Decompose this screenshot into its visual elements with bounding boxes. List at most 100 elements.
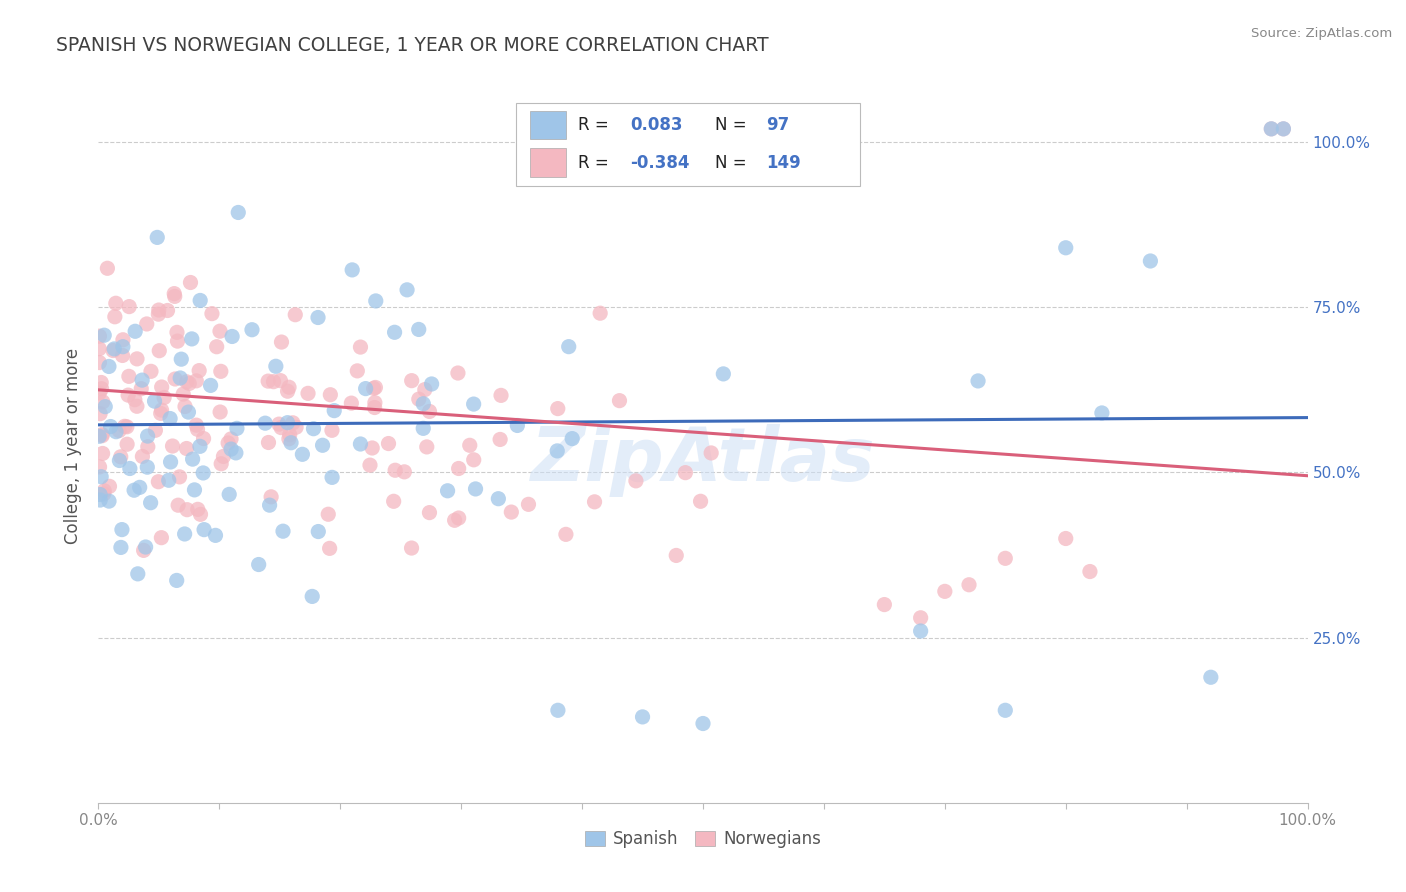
- Point: [270, 334, 292, 349]
- Point: [384, 326, 406, 340]
- Text: ZipAtlas: ZipAtlas: [530, 424, 876, 497]
- Point: [108, 453, 131, 467]
- Point: [165, 372, 187, 386]
- Point: [382, 494, 405, 508]
- Point: [169, 470, 191, 484]
- Point: [209, 364, 232, 378]
- Point: [408, 392, 430, 406]
- Point: [89, 487, 111, 501]
- Point: [463, 397, 485, 411]
- Point: [104, 296, 127, 310]
- Point: [101, 343, 124, 358]
- Point: [166, 326, 188, 340]
- Point: [174, 400, 197, 414]
- Point: [489, 388, 512, 402]
- Point: [711, 367, 734, 381]
- Point: [240, 323, 263, 337]
- Point: [93, 483, 115, 498]
- Point: [212, 450, 235, 464]
- Point: [103, 342, 125, 356]
- Point: [187, 502, 209, 516]
- Point: [145, 423, 167, 437]
- Point: [149, 406, 172, 420]
- Point: [91, 446, 114, 460]
- Point: [257, 374, 280, 388]
- Point: [148, 475, 170, 489]
- Point: [219, 442, 242, 456]
- Point: [301, 590, 323, 604]
- Point: [159, 411, 181, 425]
- Point: [260, 490, 283, 504]
- Point: [111, 523, 134, 537]
- Text: N =: N =: [716, 116, 747, 134]
- Point: [136, 429, 159, 443]
- Point: [413, 383, 436, 397]
- Legend: Spanish, Norwegians: Spanish, Norwegians: [578, 824, 828, 855]
- Point: [89, 429, 111, 443]
- Point: [90, 376, 112, 390]
- Point: [1260, 121, 1282, 136]
- Point: [226, 205, 249, 219]
- Point: [209, 405, 232, 419]
- Point: [957, 578, 980, 592]
- Point: [176, 502, 198, 516]
- Point: [190, 508, 212, 522]
- Point: [91, 427, 114, 442]
- Point: [136, 440, 159, 454]
- Point: [105, 425, 128, 439]
- Point: [157, 473, 180, 487]
- Text: 0.083: 0.083: [630, 116, 683, 134]
- Point: [148, 343, 170, 358]
- Point: [291, 447, 314, 461]
- Point: [609, 393, 631, 408]
- Point: [89, 386, 111, 401]
- Point: [910, 624, 932, 638]
- Point: [89, 407, 111, 421]
- Text: -0.384: -0.384: [630, 153, 690, 171]
- Point: [115, 419, 138, 434]
- Bar: [530, 148, 567, 177]
- Point: [354, 382, 377, 396]
- Point: [114, 419, 136, 434]
- Point: [285, 420, 308, 434]
- Point: [458, 438, 481, 452]
- Point: [111, 340, 134, 354]
- Point: [166, 334, 188, 348]
- Point: [188, 439, 211, 453]
- Point: [162, 439, 184, 453]
- Point: [1272, 121, 1295, 136]
- Point: [118, 300, 141, 314]
- Point: [363, 381, 385, 395]
- Point: [318, 541, 340, 556]
- Point: [139, 364, 162, 378]
- Point: [486, 491, 509, 506]
- Point: [180, 332, 202, 346]
- Point: [169, 371, 191, 385]
- Point: [363, 401, 385, 415]
- Point: [181, 452, 204, 467]
- Text: R =: R =: [578, 116, 609, 134]
- Point: [135, 317, 157, 331]
- Point: [1199, 670, 1222, 684]
- Point: [179, 376, 201, 391]
- Point: [124, 392, 146, 407]
- Point: [302, 422, 325, 436]
- Point: [673, 466, 696, 480]
- Point: [463, 452, 485, 467]
- Point: [994, 551, 1017, 566]
- Point: [96, 261, 118, 276]
- Point: [464, 482, 486, 496]
- Point: [359, 458, 381, 472]
- Point: [1091, 406, 1114, 420]
- Point: [111, 333, 134, 347]
- Point: [700, 446, 723, 460]
- Point: [91, 394, 114, 409]
- Point: [150, 380, 173, 394]
- Point: [1139, 254, 1161, 268]
- Point: [264, 359, 287, 374]
- Point: [176, 375, 198, 389]
- Point: [281, 416, 304, 430]
- Point: [148, 307, 170, 321]
- Point: [1054, 532, 1077, 546]
- Point: [447, 461, 470, 475]
